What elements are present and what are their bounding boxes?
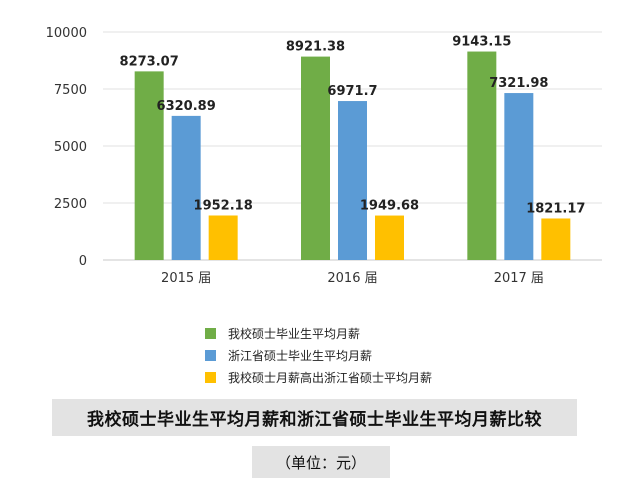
bar <box>541 218 571 260</box>
legend-label-zhejiang: 浙江省硕士毕业生平均月薪 <box>228 348 373 363</box>
legend-label-difference: 我校硕士月薪高出浙江省硕士平均月薪 <box>228 370 433 385</box>
legend-item-our-school: 我校硕士毕业生平均月薪 <box>205 322 432 344</box>
x-tick-label: 2016 届 <box>327 271 377 286</box>
y-tick-label: 2500 <box>54 197 87 212</box>
data-label: 1949.68 <box>360 199 419 214</box>
bar <box>134 71 164 261</box>
legend-item-zhejiang: 浙江省硕士毕业生平均月薪 <box>205 344 432 366</box>
legend-swatch-zhejiang <box>205 349 216 361</box>
bar-chart: 0 2500 5000 7500 10000 8273.07 6320.89 1952.18 2… <box>46 26 602 286</box>
bar <box>504 93 534 260</box>
unit-label: （单位：元） <box>252 446 390 478</box>
chart-title: 我校硕士毕业生平均月薪和浙江省硕士毕业生平均月薪比较 <box>52 399 577 436</box>
x-tick-label: 2015 届 <box>161 271 211 286</box>
bar <box>208 215 238 260</box>
legend-swatch-difference <box>205 371 216 383</box>
data-label: 8273.07 <box>120 54 179 69</box>
y-tick-label: 0 <box>79 254 87 269</box>
legend-label-our-school: 我校硕士毕业生平均月薪 <box>228 326 361 341</box>
data-label: 1952.18 <box>194 198 253 213</box>
legend-swatch-our-school <box>205 327 216 339</box>
legend-item-difference: 我校硕士月薪高出浙江省硕士平均月薪 <box>205 366 432 388</box>
data-label: 6971.7 <box>327 84 377 99</box>
legend: 我校硕士毕业生平均月薪 浙江省硕士毕业生平均月薪 我校硕士月薪高出浙江省硕士平均… <box>205 322 432 388</box>
data-label: 9143.15 <box>452 35 511 50</box>
bar <box>467 51 497 260</box>
bar <box>301 56 330 261</box>
x-tick-label: 2017 届 <box>494 271 544 286</box>
y-tick-label: 7500 <box>54 83 87 98</box>
bar <box>338 101 367 260</box>
bar <box>375 215 404 260</box>
bar <box>171 115 201 261</box>
y-tick-label: 10000 <box>46 26 87 41</box>
data-label: 7321.98 <box>489 76 548 91</box>
y-tick-label: 5000 <box>54 140 87 155</box>
data-label: 8921.38 <box>286 40 345 55</box>
data-label: 6320.89 <box>157 99 216 114</box>
data-label: 1821.17 <box>526 201 585 216</box>
